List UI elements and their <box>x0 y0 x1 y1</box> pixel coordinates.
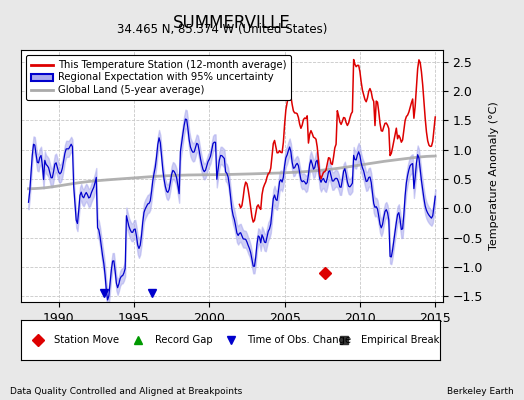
Text: Station Move: Station Move <box>54 335 119 345</box>
Y-axis label: Temperature Anomaly (°C): Temperature Anomaly (°C) <box>488 102 498 250</box>
Text: Empirical Break: Empirical Break <box>361 335 439 345</box>
Text: Berkeley Earth: Berkeley Earth <box>447 387 514 396</box>
Title: SUMMERVILLE: SUMMERVILLE <box>173 14 291 32</box>
Text: Time of Obs. Change: Time of Obs. Change <box>247 335 352 345</box>
Text: 34.465 N, 85.374 W (United States): 34.465 N, 85.374 W (United States) <box>117 24 328 36</box>
Legend: This Temperature Station (12-month average), Regional Expectation with 95% uncer: This Temperature Station (12-month avera… <box>26 55 291 100</box>
Text: Data Quality Controlled and Aligned at Breakpoints: Data Quality Controlled and Aligned at B… <box>10 387 243 396</box>
Text: Record Gap: Record Gap <box>155 335 213 345</box>
